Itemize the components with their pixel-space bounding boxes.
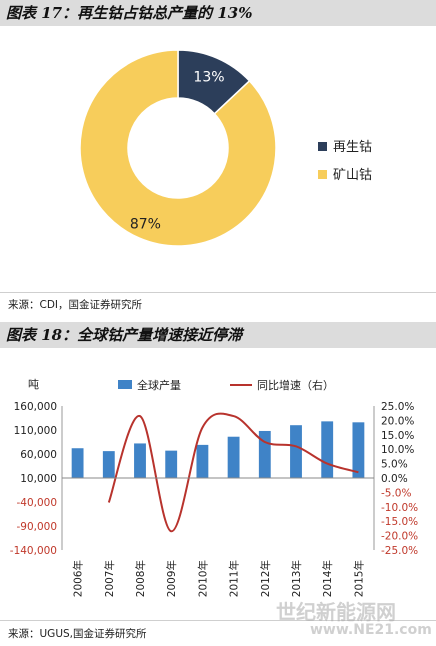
y2-tick-label: -25.0%	[381, 545, 418, 557]
bar-2014年	[321, 421, 334, 478]
y2-tick-label: 20.0%	[381, 415, 414, 427]
x-tick-label: 2012年	[259, 560, 272, 597]
legend-swatch-bar	[118, 380, 132, 389]
figure-18-source: 来源：UGUS,国金证券研究所	[8, 628, 147, 640]
y-tick-label: 160,000	[14, 401, 57, 413]
y2-tick-label: -5.0%	[381, 487, 411, 499]
figure-18-title: 图表 18：全球钴产量增速接近停滞	[0, 322, 436, 348]
y2-tick-label: -10.0%	[381, 502, 418, 514]
y2-tick-label: 10.0%	[381, 444, 414, 456]
watermark-url: www.NE21.com	[310, 622, 432, 638]
legend-swatch	[318, 170, 327, 179]
bar-2013年	[290, 425, 302, 478]
legend-label-bar: 全球产量	[137, 378, 181, 392]
divider	[0, 620, 436, 621]
growth-line	[107, 412, 359, 533]
bar-2015年	[352, 422, 365, 478]
watermark-text: 世纪新能源网	[276, 600, 396, 624]
y-tick-label: 110,000	[14, 425, 57, 437]
x-tick-label: 2009年	[165, 560, 178, 597]
x-tick-label: 2014年	[321, 560, 334, 597]
x-tick-label: 2007年	[103, 560, 116, 597]
y-tick-label: 10,000	[20, 473, 57, 485]
x-tick-label: 2011年	[228, 560, 241, 597]
legend-swatch	[318, 142, 327, 151]
donut-slice-mined	[79, 49, 277, 247]
donut-value-label: 87%	[130, 216, 161, 232]
combo-chart: 吨 160,000 110,000 60,000 10,000 -40,000 -90,00…	[10, 378, 418, 597]
y-tick-label: -40,000	[16, 497, 57, 509]
bar-2011年	[227, 436, 240, 478]
y-tick-label: -90,000	[16, 521, 57, 533]
x-tick-label: 2013年	[290, 560, 303, 597]
legend-label: 再生钴	[333, 140, 372, 155]
divider	[0, 292, 436, 293]
bar-2008年	[134, 443, 146, 478]
x-tick-label: 2006年	[72, 560, 85, 597]
y2-tick-label: 25.0%	[381, 401, 414, 413]
y-tick-label: 60,000	[20, 449, 57, 461]
bar-2006年	[71, 448, 84, 478]
x-tick-label: 2010年	[196, 560, 209, 597]
y2-tick-label: 15.0%	[381, 430, 414, 442]
bar-2012年	[258, 430, 271, 478]
y2-tick-label: -15.0%	[381, 516, 418, 528]
y2-tick-label: 5.0%	[381, 459, 408, 471]
x-tick-label: 2015年	[352, 560, 365, 597]
x-tick-label: 2008年	[134, 560, 147, 597]
unit-label: 吨	[28, 378, 39, 391]
legend-label: 矿山钴	[333, 168, 372, 183]
y2-tick-label: -20.0%	[381, 531, 418, 543]
bar-2009年	[165, 450, 178, 478]
donut-value-label: 13%	[193, 69, 224, 85]
y2-tick-label: 0.0%	[381, 473, 408, 485]
figure-17-source: 来源：CDI，国金证券研究所	[8, 299, 143, 311]
figure-17-title: 图表 17：再生钴占钴总产量的 13%	[0, 0, 436, 26]
bar-2007年	[102, 451, 115, 478]
bar-2010年	[196, 444, 209, 478]
y-tick-label: -140,000	[10, 545, 57, 557]
legend-label-line: 同比增速（右）	[257, 378, 334, 392]
